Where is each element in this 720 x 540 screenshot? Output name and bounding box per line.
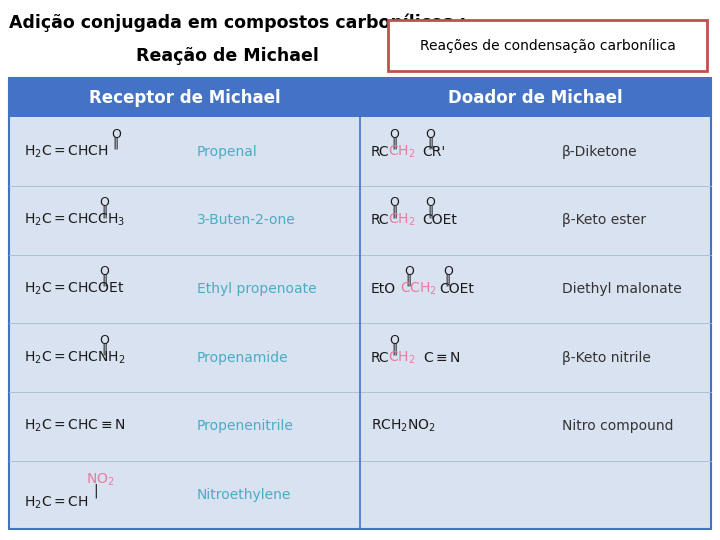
Text: ‖: ‖	[428, 137, 433, 150]
Text: RC: RC	[371, 350, 390, 365]
Text: Reação de Michael: Reação de Michael	[135, 47, 318, 65]
Text: ‖: ‖	[102, 274, 107, 287]
Text: RC: RC	[371, 213, 390, 227]
Text: Ethyl propenoate: Ethyl propenoate	[197, 282, 316, 296]
Text: O: O	[426, 128, 436, 141]
Text: ‖: ‖	[392, 342, 397, 355]
Text: β-Diketone: β-Diketone	[562, 145, 637, 159]
Text: O: O	[390, 197, 400, 210]
Text: O: O	[404, 265, 414, 278]
Text: O: O	[390, 334, 400, 347]
Text: O: O	[426, 197, 436, 210]
Text: NO$_2$: NO$_2$	[86, 471, 115, 488]
Text: H$_2$C$=$CHCH: H$_2$C$=$CHCH	[24, 143, 109, 160]
Text: C$\equiv$N: C$\equiv$N	[423, 350, 461, 365]
Text: Nitro compound: Nitro compound	[562, 419, 673, 433]
Text: |: |	[93, 483, 97, 498]
Text: ‖: ‖	[392, 137, 397, 150]
Text: β-Keto nitrile: β-Keto nitrile	[562, 350, 650, 365]
Text: ‖: ‖	[406, 274, 412, 287]
Text: RC: RC	[371, 145, 390, 159]
Text: H$_2$C$=$CH: H$_2$C$=$CH	[24, 495, 89, 511]
Text: ‖: ‖	[392, 205, 397, 218]
Text: H$_2$C$=$CHCOEt: H$_2$C$=$CHCOEt	[24, 281, 125, 297]
Text: Adição conjugada em compostos carbonílicos :: Adição conjugada em compostos carbonílic…	[9, 14, 467, 32]
Text: O: O	[99, 334, 109, 347]
Text: O: O	[99, 265, 109, 278]
Text: CCH$_2$: CCH$_2$	[400, 281, 437, 297]
Text: O: O	[390, 128, 400, 141]
Text: ‖: ‖	[113, 137, 119, 150]
Text: RCH$_2$NO$_2$: RCH$_2$NO$_2$	[371, 418, 436, 434]
Text: ‖: ‖	[445, 274, 451, 287]
Text: CH$_2$: CH$_2$	[388, 143, 415, 160]
Text: Diethyl malonate: Diethyl malonate	[562, 282, 681, 296]
Text: O: O	[443, 265, 453, 278]
Text: Doador de Michael: Doador de Michael	[448, 89, 623, 107]
Text: O: O	[111, 128, 121, 141]
Text: Propenal: Propenal	[197, 145, 257, 159]
Bar	[9, 78, 711, 529]
Text: ‖: ‖	[428, 205, 433, 218]
Text: H$_2$C$=$CHC$\equiv$N: H$_2$C$=$CHC$\equiv$N	[24, 418, 125, 434]
Text: ‖: ‖	[102, 342, 107, 355]
Text: H$_2$C$=$CHCCH$_3$: H$_2$C$=$CHCCH$_3$	[24, 212, 125, 228]
Text: Reações de condensação carbonílica: Reações de condensação carbonílica	[420, 38, 675, 53]
Text: Propenamide: Propenamide	[197, 350, 288, 365]
Text: COEt: COEt	[439, 282, 474, 296]
Text: EtO: EtO	[371, 282, 396, 296]
Text: COEt: COEt	[422, 213, 456, 227]
FancyBboxPatch shape	[388, 20, 707, 71]
Bar	[9, 78, 711, 117]
Text: Receptor de Michael: Receptor de Michael	[89, 89, 281, 107]
Text: Nitroethylene: Nitroethylene	[197, 488, 291, 502]
Text: O: O	[99, 197, 109, 210]
Text: CH$_2$: CH$_2$	[388, 349, 415, 366]
Text: β-Keto ester: β-Keto ester	[562, 213, 646, 227]
Text: 3-Buten-2-one: 3-Buten-2-one	[197, 213, 295, 227]
Text: CR': CR'	[422, 145, 445, 159]
Text: CH$_2$: CH$_2$	[388, 212, 415, 228]
Text: ‖: ‖	[102, 205, 107, 218]
Text: H$_2$C$=$CHCNH$_2$: H$_2$C$=$CHCNH$_2$	[24, 349, 125, 366]
Text: Propenenitrile: Propenenitrile	[197, 419, 294, 433]
